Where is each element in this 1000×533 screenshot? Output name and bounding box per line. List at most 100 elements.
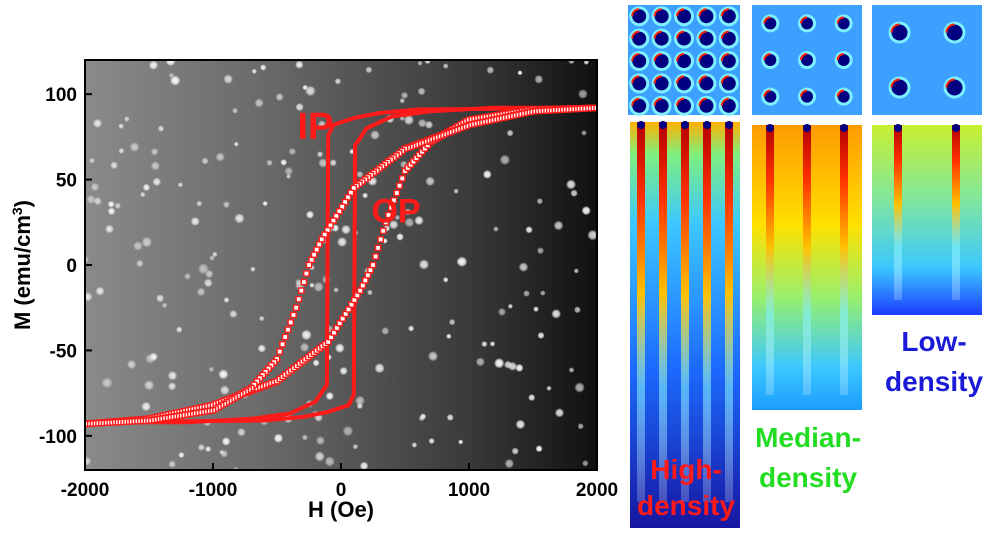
- sim-dot: [946, 24, 963, 41]
- sim-dot-edge: [698, 8, 707, 17]
- sem-dot: [448, 318, 456, 326]
- sem-dot: [352, 443, 359, 450]
- sem-dot: [568, 60, 575, 65]
- sem-dot: [133, 241, 143, 251]
- sem-dot: [126, 359, 137, 370]
- sem-dot: [424, 60, 431, 65]
- sem-dot: [262, 200, 268, 207]
- sem-dot: [196, 287, 206, 297]
- sim-dot: [764, 17, 777, 30]
- sem-dot: [223, 297, 230, 303]
- sem-dot: [359, 461, 369, 470]
- sim-dot-edge: [676, 97, 685, 106]
- sim-dot: [891, 24, 908, 41]
- series-op-point: [396, 182, 403, 190]
- sem-dot: [583, 60, 590, 65]
- sem-dot: [446, 333, 452, 339]
- sem-dot: [295, 278, 302, 286]
- sem-dot: [581, 205, 591, 216]
- sem-dot: [257, 344, 266, 353]
- hysteresis-plot: -2000 -1000 0 1000 2000 -100 -50 0 50 100 IP OP H…: [9, 59, 618, 522]
- sem-dot: [232, 107, 238, 114]
- sim-dot: [632, 9, 647, 24]
- sem-dot: [273, 433, 284, 444]
- sem-dot: [537, 331, 545, 340]
- sem-dot: [515, 419, 526, 430]
- sem-dot: [229, 309, 238, 319]
- sem-dot: [234, 213, 245, 224]
- series-op-point: [379, 227, 387, 235]
- sem-dot: [215, 152, 225, 162]
- sem-dot: [254, 98, 264, 108]
- sim-dot-edge: [631, 30, 640, 39]
- sem-dot: [196, 200, 203, 207]
- sim-dot-edge: [800, 53, 808, 61]
- sem-dot: [408, 325, 415, 332]
- sim-dot: [699, 54, 714, 68]
- sim-streak: [840, 125, 848, 395]
- series-op-point: [292, 304, 300, 312]
- sem-dot: [233, 141, 239, 147]
- sem-dot: [365, 66, 373, 74]
- sim-dot: [677, 76, 691, 91]
- sem-dot: [517, 70, 523, 76]
- median-density-top-view: [752, 5, 862, 115]
- sem-dot: [424, 120, 434, 129]
- sem-dot: [197, 443, 205, 451]
- sem-dot: [341, 224, 351, 235]
- series-op-point: [362, 277, 369, 284]
- sim-dot-edge: [676, 53, 685, 62]
- sem-dot: [251, 68, 257, 75]
- sem-dot: [453, 188, 459, 194]
- y-axis-label-sup: 3: [9, 207, 25, 215]
- sem-dot: [299, 342, 310, 353]
- sem-dot: [475, 357, 485, 367]
- sem-dot: [107, 207, 116, 216]
- annotation-op: OP: [371, 192, 420, 230]
- sim-dot-edge: [653, 8, 662, 17]
- series-op-point: [287, 319, 295, 326]
- x-tick-label: -1000: [189, 480, 238, 501]
- sim-dot: [699, 31, 714, 46]
- sem-dot: [553, 220, 564, 231]
- sim-dot-edge: [676, 75, 685, 84]
- sim-dot-edge: [890, 23, 900, 33]
- series-ip-descending: [85, 105, 597, 425]
- sim-dot-edge: [631, 97, 640, 106]
- sem-dot: [123, 116, 130, 122]
- series-op-point: [369, 261, 377, 269]
- sem-dot: [85, 456, 92, 466]
- sem-dot: [219, 385, 230, 396]
- sim-streak: [803, 125, 811, 395]
- series-op-point: [388, 204, 395, 211]
- y-tick-label: 0: [66, 256, 77, 277]
- sem-dot: [250, 266, 256, 272]
- sim-dot: [721, 98, 736, 113]
- sem-dot: [374, 363, 385, 374]
- sem-dot: [114, 202, 122, 209]
- series-op-point: [300, 278, 308, 286]
- sim-dot-edge: [698, 30, 707, 39]
- sem-dot: [208, 366, 215, 373]
- sim-dot-edge: [800, 16, 808, 24]
- sim-dot: [837, 54, 850, 66]
- sem-dot: [275, 93, 284, 102]
- sem-dot: [339, 366, 348, 376]
- series-op-point: [374, 244, 382, 252]
- sem-dot: [481, 341, 488, 348]
- high-density-top-view: [628, 5, 740, 116]
- sem-dot: [169, 75, 181, 86]
- sem-dot: [367, 289, 373, 296]
- sem-dot: [284, 166, 294, 176]
- y-tick-label: -100: [39, 427, 77, 448]
- sim-dot: [699, 9, 714, 24]
- sem-dot: [141, 236, 153, 248]
- sem-dot: [136, 259, 144, 268]
- sem-dot: [197, 263, 209, 275]
- sim-dot-edge: [631, 53, 640, 62]
- series-op-point: [313, 246, 321, 253]
- sem-dot: [342, 425, 354, 437]
- sem-dot: [93, 196, 102, 206]
- sem-dot: [295, 60, 304, 69]
- sem-dot: [518, 262, 529, 272]
